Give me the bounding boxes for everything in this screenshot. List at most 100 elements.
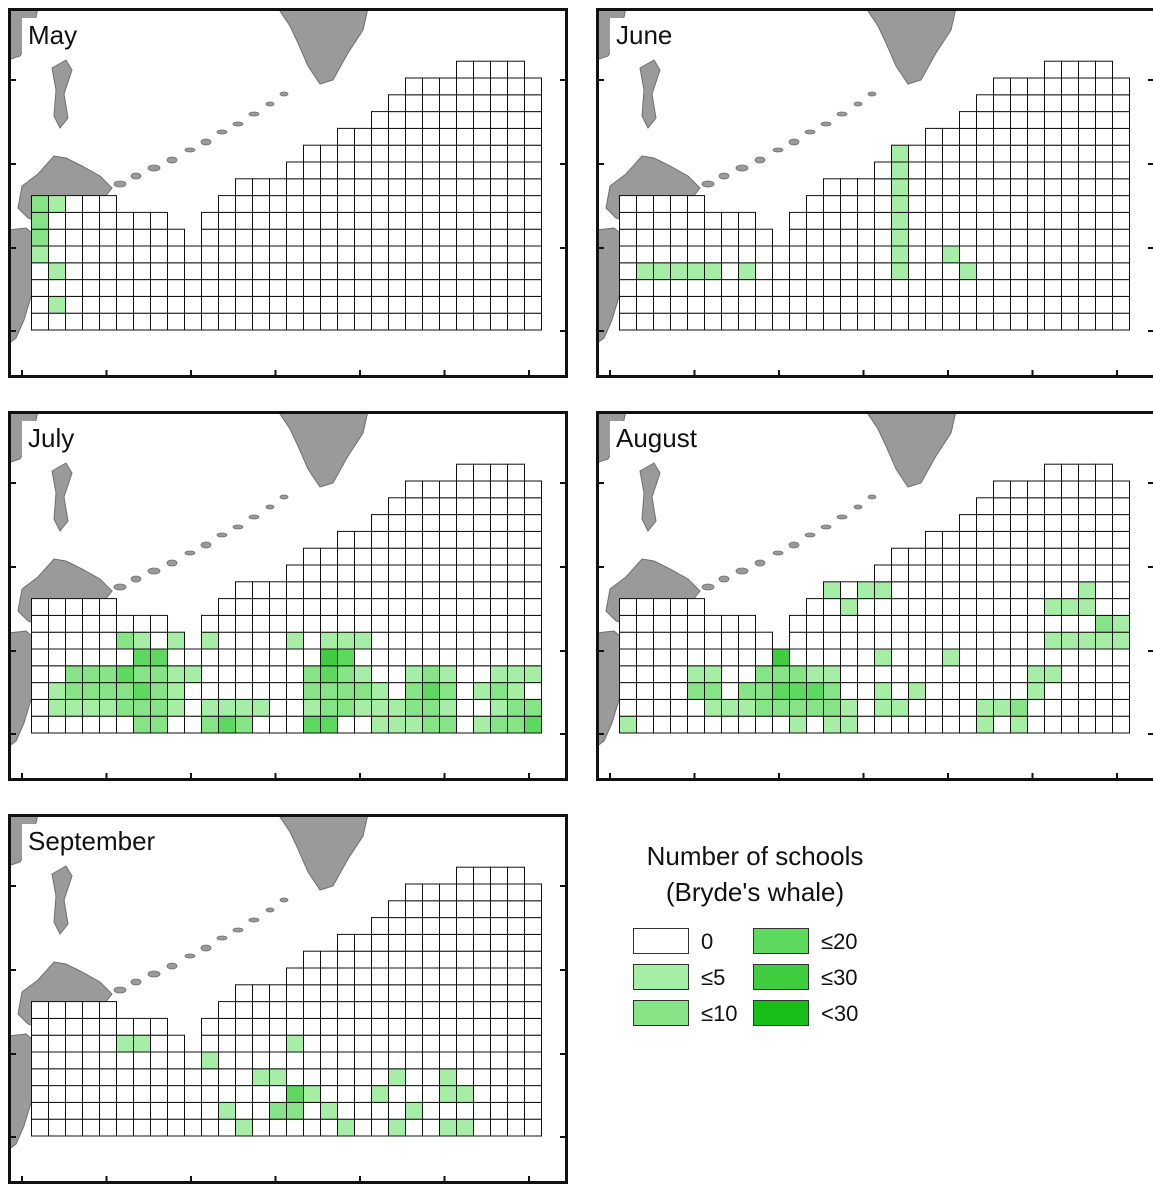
grid-cell xyxy=(439,211,457,230)
grid-cell xyxy=(354,631,372,650)
grid-cell xyxy=(524,984,542,1003)
grid-cell xyxy=(507,245,525,264)
grid-cell xyxy=(653,312,671,331)
grid-cell xyxy=(320,1001,338,1019)
grid-cell xyxy=(303,245,321,264)
grid-cell xyxy=(320,178,338,197)
grid-cell xyxy=(942,295,960,314)
grid-cell xyxy=(1010,698,1028,717)
grid-cell xyxy=(1095,228,1113,247)
grid-cell xyxy=(959,161,977,180)
grid-cell xyxy=(167,1034,185,1053)
grid-cell xyxy=(823,648,841,667)
kuril-island xyxy=(867,91,877,97)
grid-cell xyxy=(184,1051,202,1070)
grid-cell xyxy=(31,279,49,297)
grid-cell xyxy=(252,262,270,281)
grid-cell xyxy=(942,161,960,180)
grid-cell xyxy=(405,111,423,129)
kuril-island xyxy=(279,91,289,97)
grid-cell xyxy=(337,598,355,616)
grid-cell xyxy=(422,497,440,516)
grid-cell xyxy=(823,228,841,247)
grid-cell xyxy=(976,682,994,700)
grid-cell xyxy=(1027,665,1045,684)
grid-cell xyxy=(371,698,389,717)
grid-cell xyxy=(439,564,457,583)
grid-cell xyxy=(116,648,134,667)
grid-cell xyxy=(150,698,168,717)
grid-cell xyxy=(439,228,457,247)
grid-cell xyxy=(925,682,943,700)
grid-cell xyxy=(704,295,722,314)
grid-cell xyxy=(653,715,671,734)
grid-cell xyxy=(405,1001,423,1019)
grid-cell xyxy=(636,195,654,213)
grid-cell xyxy=(320,648,338,667)
grid-cell xyxy=(439,547,457,566)
grid-cell xyxy=(354,1085,372,1103)
grid-cell xyxy=(354,933,372,952)
grid-cell xyxy=(507,866,525,885)
grid-cell xyxy=(976,295,994,314)
grid-cell xyxy=(286,614,304,633)
grid-cell xyxy=(439,1051,457,1070)
grid-cell xyxy=(857,698,875,717)
grid-cell xyxy=(252,279,270,297)
grid-cell xyxy=(704,614,722,633)
legend-label: <30 xyxy=(821,1001,859,1026)
grid-cell xyxy=(116,665,134,684)
grid-cell xyxy=(490,933,508,952)
grid-cell xyxy=(473,60,491,79)
grid-cell xyxy=(755,245,773,264)
grid-cell xyxy=(439,530,457,549)
grid-cell xyxy=(976,144,994,163)
grid-cell xyxy=(1044,715,1062,734)
grid-cell xyxy=(422,514,440,532)
grid-cell xyxy=(1061,312,1079,331)
grid-cell xyxy=(320,195,338,213)
grid-cell xyxy=(303,1085,321,1103)
grid-cell xyxy=(422,1051,440,1070)
grid-cell xyxy=(422,211,440,230)
grid-cell xyxy=(354,144,372,163)
grid-cell xyxy=(31,295,49,314)
grid-cell xyxy=(1112,144,1130,163)
grid-cell xyxy=(1044,144,1062,163)
grid-cell xyxy=(354,547,372,566)
grid-cell xyxy=(507,279,525,297)
grid-cell xyxy=(619,698,637,717)
grid-cell xyxy=(439,665,457,684)
grid-cell xyxy=(1112,665,1130,684)
grid-cell xyxy=(687,698,705,717)
grid-cell xyxy=(422,917,440,935)
legend-subtitle: (Bryde's whale) xyxy=(665,877,845,907)
grid-cell xyxy=(439,950,457,969)
grid-cell xyxy=(286,631,304,650)
grid-cell xyxy=(925,228,943,247)
grid-cell xyxy=(976,228,994,247)
legend-label: ≤10 xyxy=(701,1001,738,1026)
grid-cell xyxy=(337,682,355,700)
grid-cell xyxy=(303,228,321,247)
grid-cell xyxy=(303,195,321,213)
grid-cell xyxy=(1095,312,1113,331)
grid-cell xyxy=(891,547,909,566)
grid-cell xyxy=(507,94,525,113)
grid-cell xyxy=(405,933,423,952)
grid-cell xyxy=(405,144,423,163)
grid-cell xyxy=(524,1001,542,1019)
grid-cell xyxy=(1078,682,1096,700)
grid-cell xyxy=(286,564,304,583)
grid-cell xyxy=(993,228,1011,247)
grid-cell xyxy=(252,715,270,734)
grid-cell xyxy=(116,312,134,331)
grid-cell xyxy=(942,262,960,281)
grid-cell xyxy=(235,665,253,684)
panel-title: June xyxy=(610,18,679,54)
grid-cell xyxy=(422,127,440,146)
grid-cell xyxy=(473,1001,491,1019)
grid-cell xyxy=(337,312,355,331)
grid-cell xyxy=(524,665,542,684)
legend-swatch xyxy=(753,964,809,990)
